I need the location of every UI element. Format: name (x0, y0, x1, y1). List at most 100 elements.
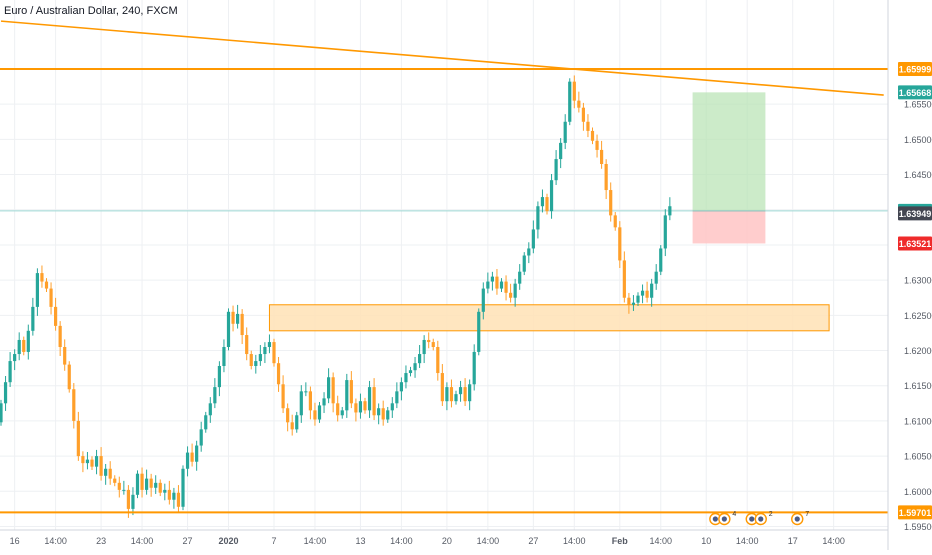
candle (440, 373, 444, 402)
candle (67, 364, 71, 390)
candle (308, 391, 312, 411)
candle (527, 248, 531, 256)
candle (44, 281, 49, 289)
y-tick-label: 1.59500 (904, 522, 932, 532)
event-marker-count: 7 (805, 511, 809, 518)
candle (322, 398, 326, 406)
candle (236, 313, 240, 324)
candle (40, 273, 44, 282)
candle (631, 302, 636, 305)
candle (63, 346, 67, 365)
time-axis (0, 530, 888, 550)
candle (577, 100, 581, 108)
candle (249, 354, 253, 367)
candle (531, 229, 535, 249)
candle (509, 292, 513, 298)
candle (468, 384, 472, 402)
candle (35, 273, 39, 307)
candle (600, 149, 604, 164)
price-label (898, 85, 932, 100)
y-tick-label: 1.60000 (904, 487, 932, 497)
candle (563, 121, 567, 143)
candle (640, 290, 645, 296)
candle (217, 366, 221, 388)
candle (13, 354, 17, 362)
candle (213, 387, 217, 404)
x-tick-label: 14:00 (822, 536, 845, 546)
candle (377, 408, 381, 416)
candle (408, 370, 413, 374)
candle (445, 387, 449, 402)
candle (49, 288, 53, 307)
candle (185, 452, 190, 469)
candle (158, 482, 162, 493)
candle (181, 468, 185, 507)
candle (354, 403, 358, 413)
candle (372, 387, 376, 416)
event-marker-dot (749, 516, 755, 522)
y-tick-label: 1.62500 (904, 311, 932, 321)
candle (486, 281, 490, 289)
candle (454, 394, 458, 402)
candle (104, 468, 108, 476)
candle (604, 163, 608, 191)
candle (572, 81, 576, 101)
candle (231, 311, 235, 324)
symbol-title: Euro / Australian Dollar, 240, FXCM (4, 5, 178, 17)
y-tick-label: 1.63000 (904, 276, 932, 286)
event-marker-dot (721, 516, 727, 522)
candle (172, 492, 176, 500)
candle (422, 339, 426, 355)
candle (436, 346, 440, 374)
event-marker-dot (794, 516, 800, 522)
candle (559, 142, 563, 160)
candle (3, 382, 8, 404)
y-tick-label: 1.62000 (904, 346, 932, 356)
candle (636, 295, 640, 303)
y-tick-label: 1.61000 (904, 416, 932, 426)
candle (622, 260, 626, 298)
candle (549, 180, 554, 212)
candle (645, 290, 649, 298)
candle (245, 335, 249, 355)
price-label-text: 1.63949 (899, 209, 932, 219)
price-label-text: 1.65668 (899, 88, 932, 98)
candle (458, 387, 463, 395)
candle (586, 121, 590, 131)
candle (163, 489, 167, 493)
candle (449, 387, 454, 402)
candle (272, 342, 276, 364)
candle (431, 342, 435, 347)
candle (590, 130, 595, 141)
candle (367, 387, 372, 411)
price-label (898, 236, 932, 251)
x-tick-label: 20 (442, 536, 452, 546)
candle (267, 342, 272, 347)
candle (190, 452, 194, 462)
price-label-text: 1.59701 (899, 508, 932, 518)
candle (349, 380, 353, 404)
candle (522, 255, 526, 272)
candle (149, 478, 153, 488)
candle (554, 159, 558, 181)
candle (263, 346, 267, 355)
candle (204, 415, 208, 430)
candle (290, 422, 294, 430)
candle (58, 325, 62, 347)
x-tick-label: 23 (96, 536, 106, 546)
candle (122, 489, 126, 491)
x-tick-label: 13 (355, 536, 365, 546)
candle (117, 482, 121, 490)
candle (54, 306, 58, 326)
x-tick-label: 16 (10, 536, 20, 546)
candle (663, 215, 667, 249)
y-tick-label: 1.61500 (904, 381, 932, 391)
x-tick-label: 14:00 (736, 536, 759, 546)
candle (154, 482, 158, 488)
price-label (898, 505, 932, 520)
candle (381, 408, 385, 420)
candle (659, 248, 663, 272)
candle (286, 408, 290, 423)
